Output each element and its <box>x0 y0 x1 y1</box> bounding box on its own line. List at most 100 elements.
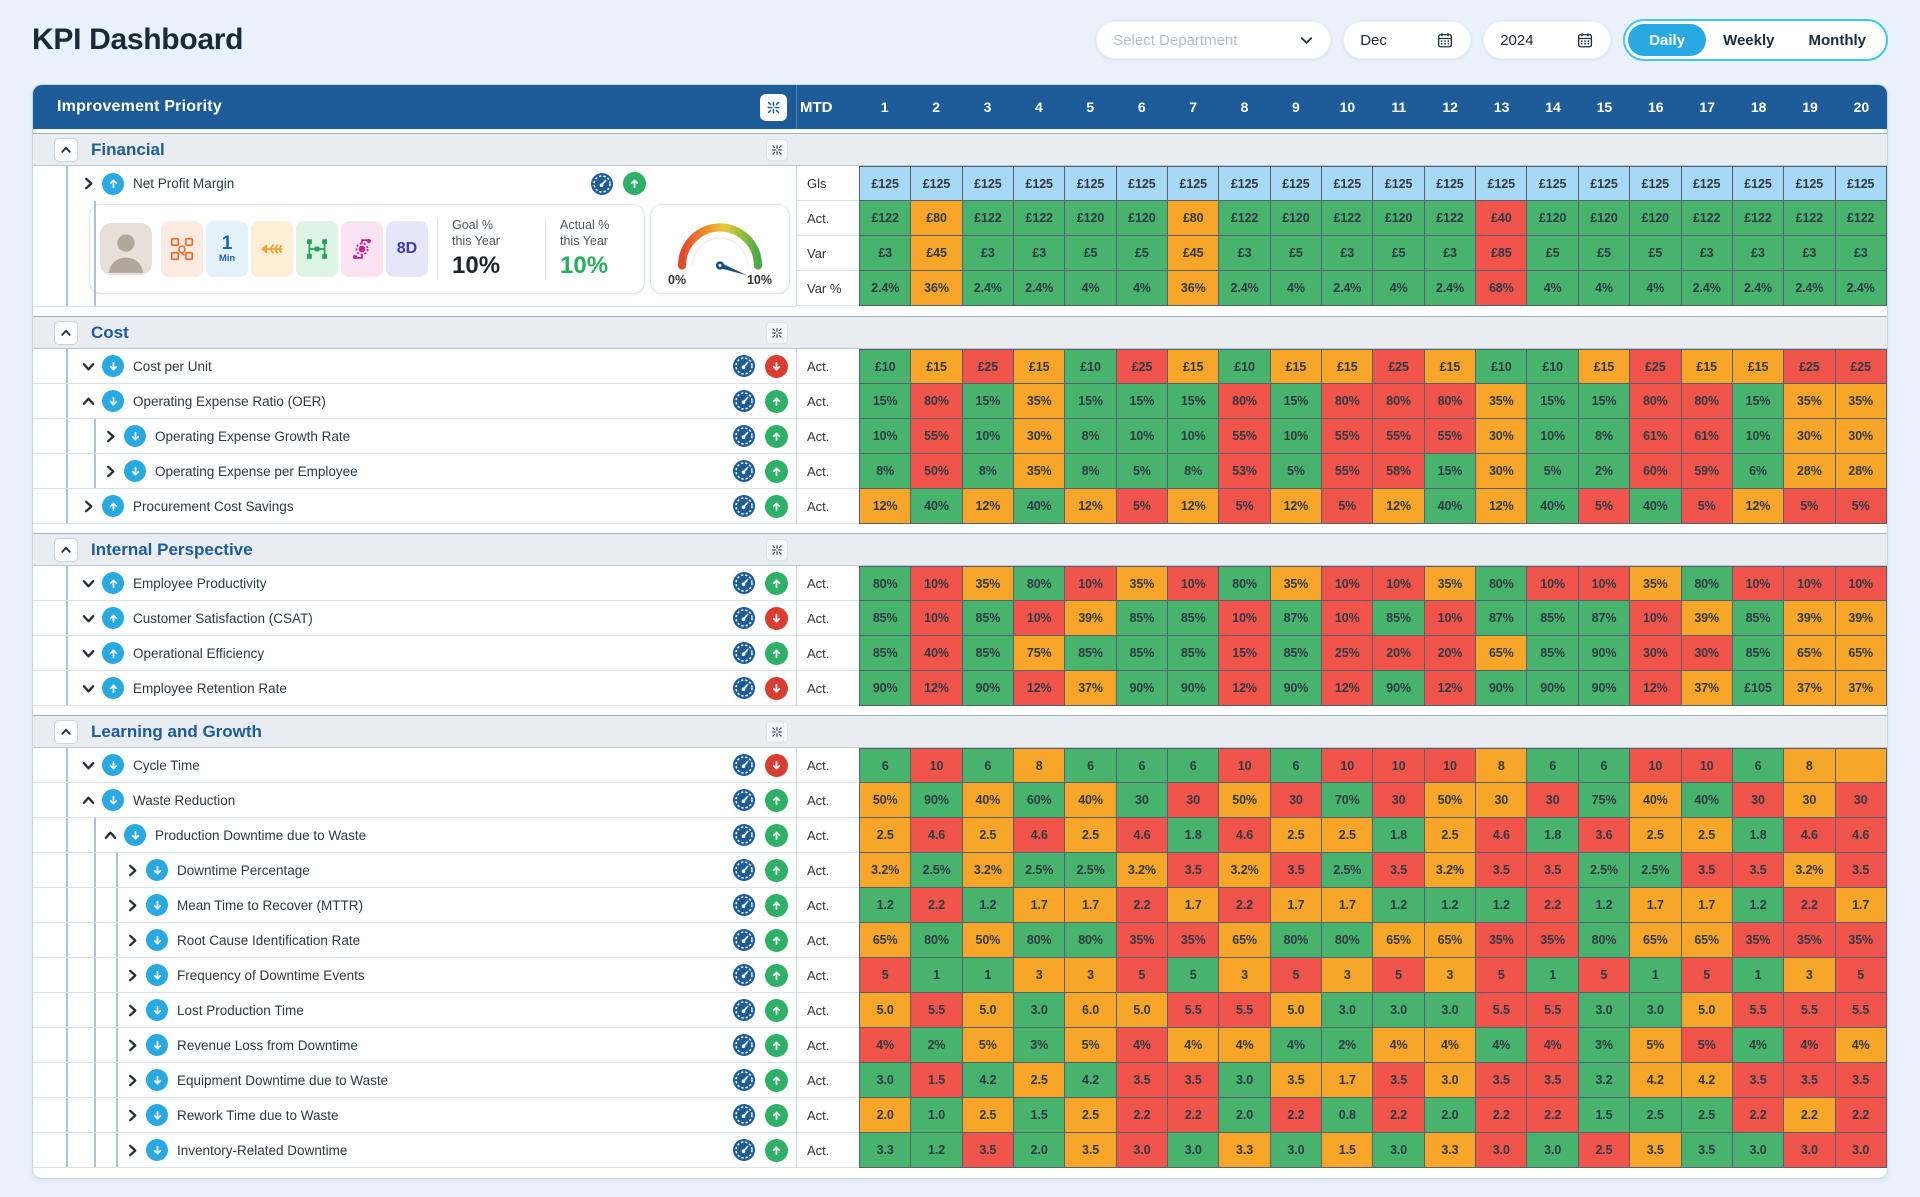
trend-up-icon <box>765 1138 788 1162</box>
year-picker[interactable]: 2024 <box>1483 21 1612 59</box>
caret-down-icon[interactable] <box>81 359 96 374</box>
gauge-icon[interactable] <box>732 1033 756 1057</box>
trend-up-icon <box>765 788 788 812</box>
gauge-icon[interactable] <box>732 893 756 917</box>
kpi-row: Revenue Loss from Downtime Act. 4% 2% 5% 3% 5%… <box>33 1028 1887 1063</box>
tab-weekly[interactable]: Weekly <box>1723 31 1775 49</box>
data-cell: 37% <box>1065 671 1117 706</box>
caret-up-icon[interactable] <box>81 394 96 409</box>
gauge-icon[interactable] <box>732 1068 756 1092</box>
caret-right-icon[interactable] <box>125 1038 140 1053</box>
one-minute-icon[interactable]: 1 Min <box>206 221 248 277</box>
gauge-icon[interactable] <box>732 424 756 448</box>
gauge-icon[interactable] <box>732 606 756 630</box>
data-cell: 85% <box>1732 601 1785 636</box>
row-type-label: Act. <box>796 888 859 923</box>
data-cell: 40% <box>1065 783 1117 818</box>
fishbone-icon[interactable] <box>251 221 293 277</box>
caret-right-icon[interactable] <box>125 1003 140 1018</box>
data-cells: 2.5 4.6 2.5 4.6 2.5 4.6 1.8 4.6 2.5 2.5 1.8 2.5 4.6 1… <box>859 818 1887 853</box>
gauge-icon[interactable] <box>732 494 756 518</box>
caret-down-icon[interactable] <box>81 576 96 591</box>
collapse-all-icon[interactable] <box>766 138 788 161</box>
caret-down-icon[interactable] <box>81 758 96 773</box>
caret-down-icon[interactable] <box>81 681 96 696</box>
tab-monthly[interactable]: Monthly <box>1808 31 1867 49</box>
collapse-section-icon[interactable] <box>54 719 78 744</box>
caret-up-icon[interactable] <box>81 793 96 808</box>
gauge-icon[interactable] <box>732 788 756 812</box>
caret-right-icon[interactable] <box>81 499 96 514</box>
gauge-icon[interactable] <box>732 753 756 777</box>
kpi-detail-card[interactable]: Q 1 Min 8D Goal <box>89 204 645 294</box>
tree-guide-line <box>66 818 68 852</box>
data-cell: 1.2 <box>1476 888 1528 923</box>
section-title: Cost <box>91 322 129 342</box>
collapse-section-icon[interactable] <box>54 537 78 562</box>
caret-right-icon[interactable] <box>81 176 96 191</box>
caret-right-icon[interactable] <box>103 429 118 444</box>
gauge-icon[interactable] <box>732 963 756 987</box>
data-cell: 1.8 <box>1732 818 1785 853</box>
caret-right-icon[interactable] <box>125 863 140 878</box>
caret-up-icon[interactable] <box>103 828 118 843</box>
gauge-icon[interactable] <box>732 676 756 700</box>
row-type-label: Act. <box>796 853 859 888</box>
collapse-all-icon[interactable] <box>766 538 788 561</box>
caret-right-icon[interactable] <box>125 933 140 948</box>
section-header: Cost <box>33 316 1887 349</box>
tree-guide-line <box>66 166 68 201</box>
gauge-icon[interactable] <box>590 172 614 196</box>
caret-down-icon[interactable] <box>81 646 96 661</box>
gauge-icon[interactable] <box>732 1138 756 1162</box>
caret-right-icon[interactable] <box>125 898 140 913</box>
financial-data-row: Var % 2.4% 36% 2.4% 2.4% 4% 4% 36% 2.4% 4% 2.4% 4% 2… <box>796 271 1887 306</box>
data-cell: 1.2 <box>860 888 912 923</box>
gauge-icon[interactable] <box>732 571 756 595</box>
tab-daily[interactable]: Daily <box>1628 24 1707 56</box>
gauge-icon[interactable] <box>732 389 756 413</box>
gauge-icon[interactable] <box>732 858 756 882</box>
tree-guide-line <box>116 1098 118 1132</box>
collapse-all-icon[interactable] <box>760 93 787 121</box>
data-cell: 30 <box>1732 783 1785 818</box>
gauge-icon[interactable] <box>732 354 756 378</box>
tree-diagram-icon[interactable] <box>296 221 338 277</box>
data-cell: 35% <box>1168 923 1220 958</box>
eight-d-icon[interactable]: 8D <box>386 221 428 277</box>
caret-right-icon[interactable] <box>125 968 140 983</box>
gauge-icon[interactable] <box>732 641 756 665</box>
gauge-icon[interactable] <box>732 998 756 1022</box>
caret-down-icon[interactable] <box>81 611 96 626</box>
process-q-icon[interactable]: Q <box>161 221 203 277</box>
direction-down-icon <box>102 390 124 412</box>
data-cell: 2.2 <box>1784 888 1836 923</box>
caret-right-icon[interactable] <box>125 1073 140 1088</box>
gauge-icon[interactable] <box>732 928 756 952</box>
collapse-all-icon[interactable] <box>766 720 788 743</box>
data-cell: 2.0 <box>1014 1133 1066 1168</box>
collapse-section-icon[interactable] <box>54 137 78 162</box>
caret-right-icon[interactable] <box>125 1143 140 1158</box>
row-type-label: Var <box>796 236 859 271</box>
financial-data-row: Var £3 £45 £3 £3 £5 £5 £45 £3 £5 £3 £5 £3 £85 £5 £5 £5 £3… <box>796 236 1887 271</box>
tree-guide-line <box>66 636 68 670</box>
gauge-icon[interactable] <box>732 459 756 483</box>
trend-up-icon <box>623 172 646 195</box>
department-select[interactable]: Select Department <box>1096 21 1332 59</box>
gauge-icon[interactable] <box>732 823 756 847</box>
month-picker[interactable]: Dec <box>1343 21 1472 59</box>
avatar[interactable] <box>100 223 152 275</box>
data-cell: 2.2 <box>1784 1098 1836 1133</box>
data-cell: 39% <box>1835 601 1887 636</box>
collapse-section-icon[interactable] <box>54 320 78 345</box>
data-cell: 10% <box>1527 419 1579 454</box>
caret-right-icon[interactable] <box>103 464 118 479</box>
collapse-all-icon[interactable] <box>766 321 788 344</box>
workflow-gear-icon[interactable] <box>341 221 383 277</box>
data-cell: 4.6 <box>1116 818 1169 853</box>
caret-right-icon[interactable] <box>125 1108 140 1123</box>
gauge-icon[interactable] <box>732 1103 756 1127</box>
data-cell: 4% <box>1373 1028 1425 1063</box>
trend-up-icon <box>765 928 788 952</box>
